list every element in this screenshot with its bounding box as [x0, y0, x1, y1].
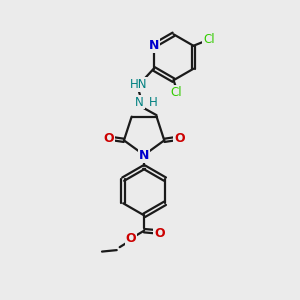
Text: O: O — [154, 226, 165, 239]
Text: O: O — [103, 131, 114, 145]
Text: Cl: Cl — [170, 86, 182, 99]
Text: N: N — [148, 39, 159, 52]
Text: H: H — [149, 95, 158, 109]
Text: N: N — [135, 95, 144, 109]
Text: HN: HN — [130, 78, 147, 92]
Text: Cl: Cl — [203, 33, 214, 46]
Text: N: N — [139, 148, 149, 161]
Text: O: O — [174, 131, 185, 145]
Text: O: O — [125, 232, 136, 245]
